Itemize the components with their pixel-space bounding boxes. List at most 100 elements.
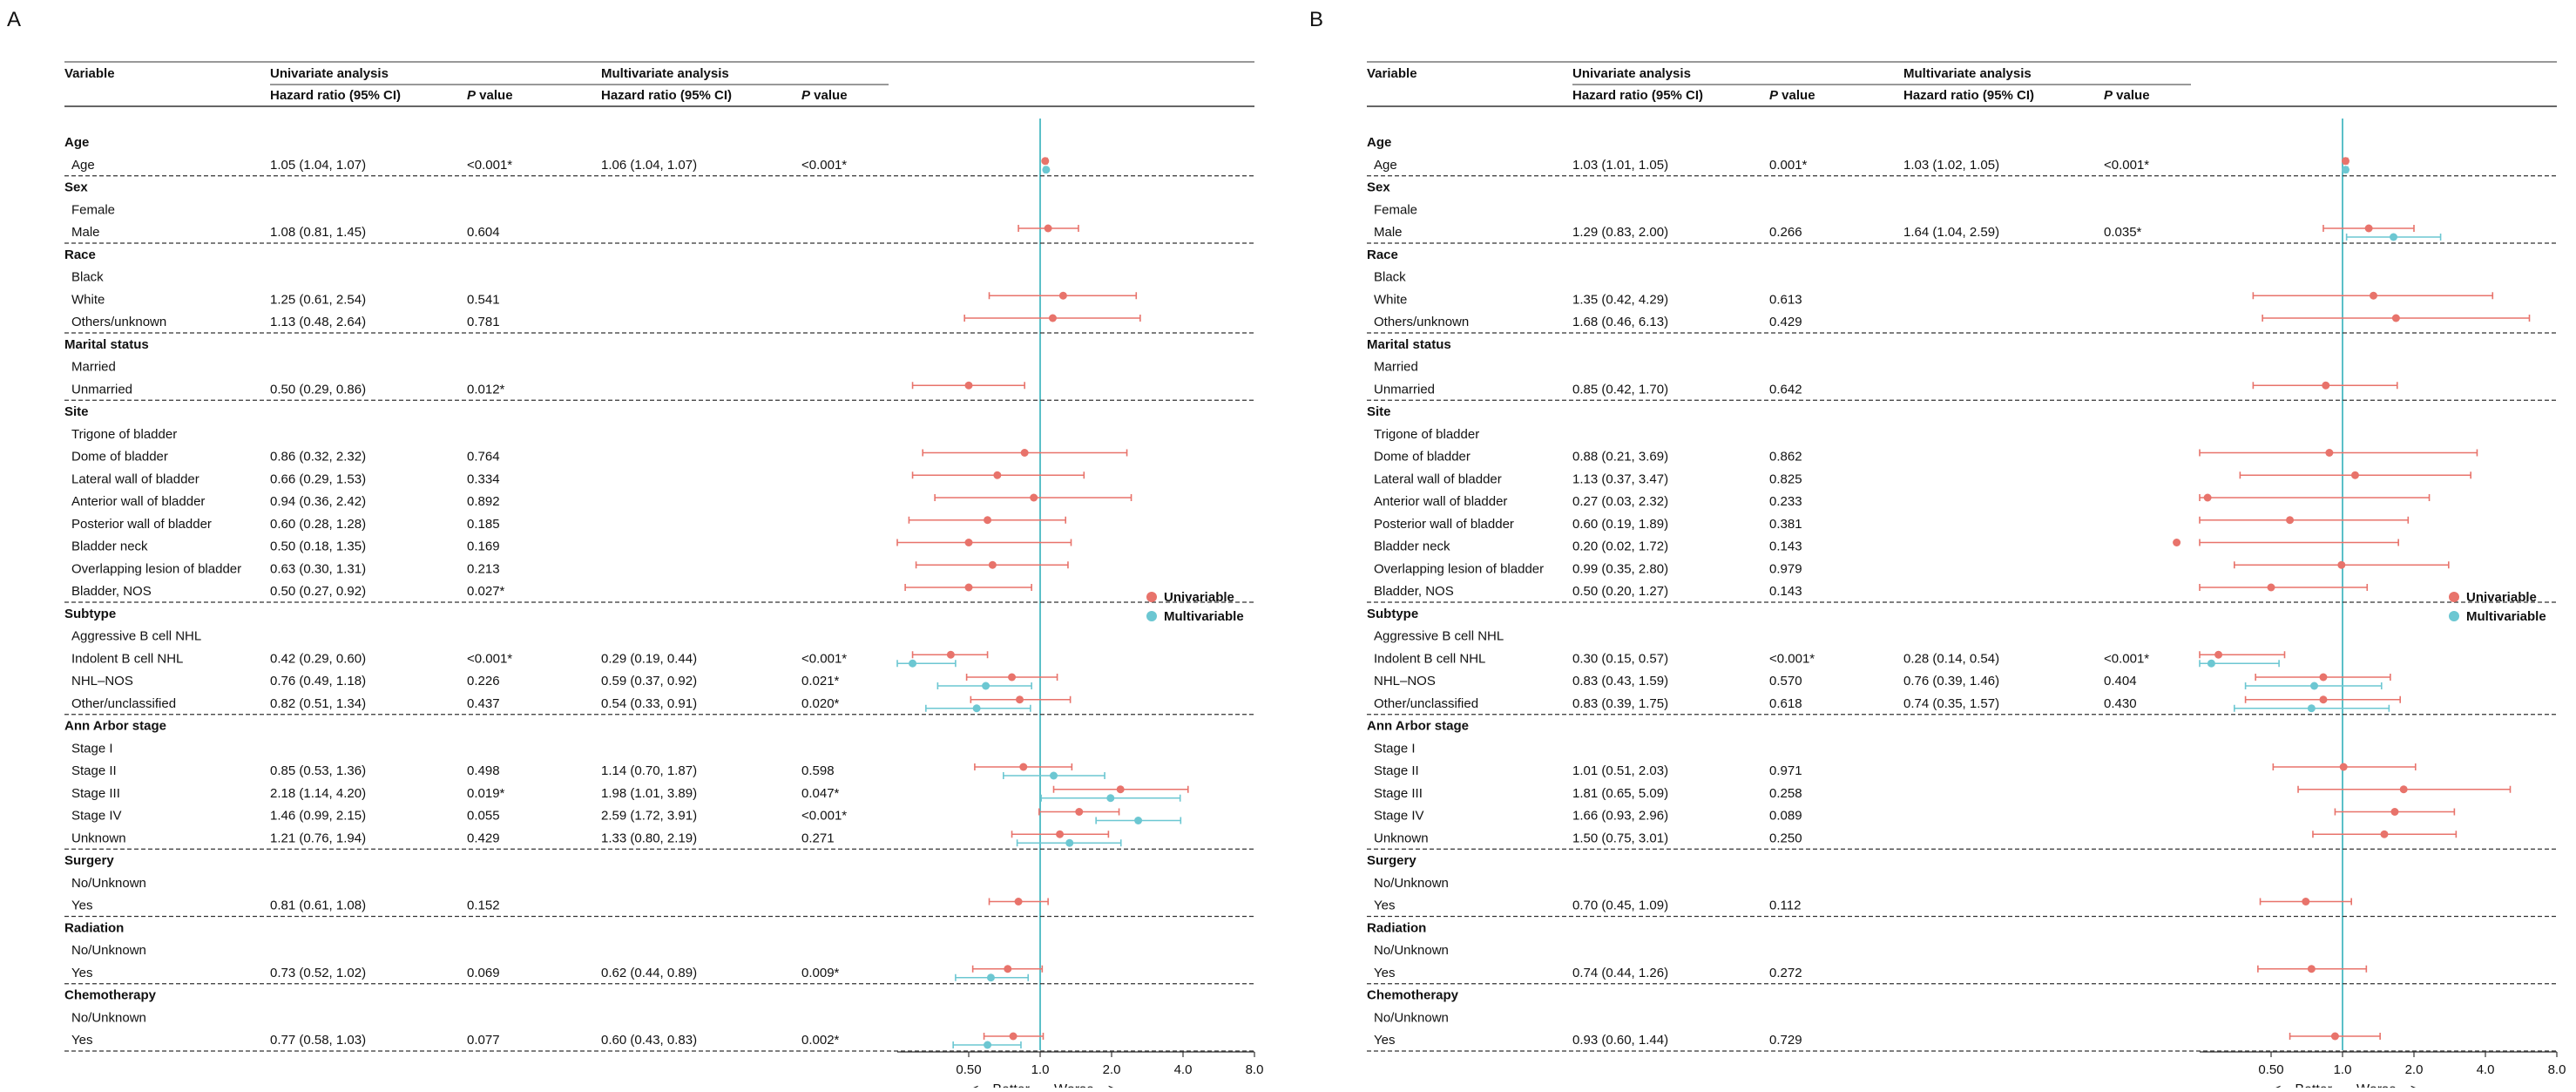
row-label: Posterior wall of bladder xyxy=(1374,517,1514,532)
x-tick-label: 8.0 xyxy=(1246,1062,1264,1077)
x-tick-label: 4.0 xyxy=(2477,1062,2495,1077)
row-label: Male xyxy=(71,225,100,240)
uni-p-text: 0.429 xyxy=(467,831,500,845)
multi-hr-text: 2.59 (1.72, 3.91) xyxy=(601,809,697,824)
x-tick-label: 2.0 xyxy=(2405,1062,2424,1077)
uni-p-text: 0.642 xyxy=(1769,382,1802,397)
row-label: No/Unknown xyxy=(71,876,146,891)
x-tick-label: 1.0 xyxy=(1031,1062,1050,1077)
row-label: Age xyxy=(71,158,95,173)
group-header: Radiation xyxy=(1367,920,1426,935)
multi-hr-text: 1.98 (1.01, 3.89) xyxy=(601,786,697,801)
multi-p-text: 0.271 xyxy=(801,831,835,845)
uni-p-text: 0.979 xyxy=(1769,561,1802,576)
row-label: Unmarried xyxy=(1374,382,1435,397)
multi-p-text: <0.001* xyxy=(801,651,847,666)
legend-multivariable-marker xyxy=(1146,611,1157,621)
row-label: Female xyxy=(1374,202,1417,217)
uni-p-text: 0.266 xyxy=(1769,225,1802,240)
row-label: Other/unclassified xyxy=(1374,696,1478,711)
uni-point xyxy=(1009,1032,1018,1041)
multi-point xyxy=(984,1041,992,1049)
uni-point xyxy=(2341,157,2350,166)
uni-p-text: <0.001* xyxy=(1769,651,1815,666)
uni-hr-text: 0.30 (0.15, 0.57) xyxy=(1572,651,1668,666)
header-variable: Variable xyxy=(64,66,115,81)
multi-p-text: <0.001* xyxy=(2104,651,2149,666)
uni-p-text: 0.604 xyxy=(467,225,500,240)
row-label: No/Unknown xyxy=(71,943,146,958)
uni-point xyxy=(1014,898,1023,905)
row-label: Bladder neck xyxy=(1374,539,1450,554)
uni-point xyxy=(1020,449,1029,457)
uni-hr-text: 1.46 (0.99, 2.15) xyxy=(270,809,366,824)
group-header: Marital status xyxy=(64,337,149,352)
uni-point xyxy=(1058,291,1067,300)
multi-hr-text: 0.54 (0.33, 0.91) xyxy=(601,696,697,711)
multi-p-text: 0.035* xyxy=(2104,225,2142,240)
group-header: Chemotherapy xyxy=(1367,988,1459,1003)
uni-hr-text: 0.50 (0.27, 0.92) xyxy=(270,584,366,599)
uni-hr-text: 0.83 (0.43, 1.59) xyxy=(1572,674,1668,688)
uni-p-text: 0.971 xyxy=(1769,763,1802,778)
uni-p-text: 0.729 xyxy=(1769,1033,1802,1048)
uni-point xyxy=(2399,785,2408,794)
uni-hr-text: 1.08 (0.81, 1.45) xyxy=(270,225,366,240)
multi-point xyxy=(2390,233,2398,241)
p-rest: value xyxy=(810,88,848,103)
multi-hr-text: 1.64 (1.04, 2.59) xyxy=(1903,225,1999,240)
header-hr-uni: Hazard ratio (95% CI) xyxy=(270,88,401,103)
row-label: Indolent B cell NHL xyxy=(71,651,183,666)
row-label: Posterior wall of bladder xyxy=(71,517,212,532)
uni-point xyxy=(2390,808,2399,816)
multi-point xyxy=(972,704,981,713)
uni-point xyxy=(964,539,973,546)
row-label: Overlapping lesion of bladder xyxy=(1374,561,1544,576)
row-label: No/Unknown xyxy=(1374,876,1449,891)
uni-point xyxy=(1008,673,1017,682)
uni-point xyxy=(1116,785,1125,794)
uni-hr-text: 1.29 (0.83, 2.00) xyxy=(1572,225,1668,240)
row-label: Stage IV xyxy=(1374,809,1424,824)
uni-point xyxy=(2325,449,2334,457)
header-univariate: Univariate analysis xyxy=(1572,66,1691,81)
row-label: Unknown xyxy=(1374,831,1429,845)
header-p-multi: P value xyxy=(801,88,848,103)
row-label: Stage II xyxy=(71,763,117,778)
row-label: Stage I xyxy=(71,741,113,756)
multi-p-text: 0.047* xyxy=(801,786,840,801)
uni-hr-text: 0.81 (0.61, 1.08) xyxy=(270,899,366,913)
uni-p-text: 0.169 xyxy=(467,539,500,554)
uni-point xyxy=(964,381,973,390)
multi-p-text: <0.001* xyxy=(2104,158,2149,173)
group-header: Age xyxy=(1367,135,1391,150)
uni-p-text: 0.258 xyxy=(1769,786,1802,801)
multi-hr-text: 0.74 (0.35, 1.57) xyxy=(1903,696,1999,711)
row-label: Male xyxy=(1374,225,1403,240)
uni-p-text: 0.077 xyxy=(467,1033,500,1048)
group-header: Ann Arbor stage xyxy=(1367,719,1469,734)
uni-p-text: 0.250 xyxy=(1769,831,1802,845)
x-tick-label: 1.0 xyxy=(2334,1062,2352,1077)
row-label: Stage I xyxy=(1374,741,1416,756)
panel-letter: A xyxy=(7,8,21,31)
row-label: Married xyxy=(71,360,116,375)
uni-p-text: 0.069 xyxy=(467,966,500,980)
multi-point xyxy=(1042,166,1051,174)
multi-point xyxy=(1134,817,1143,824)
uni-hr-text: 0.70 (0.45, 1.09) xyxy=(1572,899,1668,913)
group-header: Ann Arbor stage xyxy=(64,719,166,734)
row-label: Yes xyxy=(1374,899,1395,913)
p-italic: P xyxy=(1769,88,1779,103)
uni-hr-text: 0.76 (0.49, 1.18) xyxy=(270,674,366,688)
group-header: Surgery xyxy=(64,853,114,868)
row-label: Stage III xyxy=(1374,786,1423,801)
group-header: Chemotherapy xyxy=(64,988,157,1003)
header-p-multi: P value xyxy=(2104,88,2150,103)
header-variable: Variable xyxy=(1367,66,1417,81)
axis-better-label: <---Better xyxy=(2273,1082,2333,1088)
uni-hr-text: 0.42 (0.29, 0.60) xyxy=(270,651,366,666)
uni-p-text: <0.001* xyxy=(467,651,512,666)
multi-p-text: 0.021* xyxy=(801,674,840,688)
